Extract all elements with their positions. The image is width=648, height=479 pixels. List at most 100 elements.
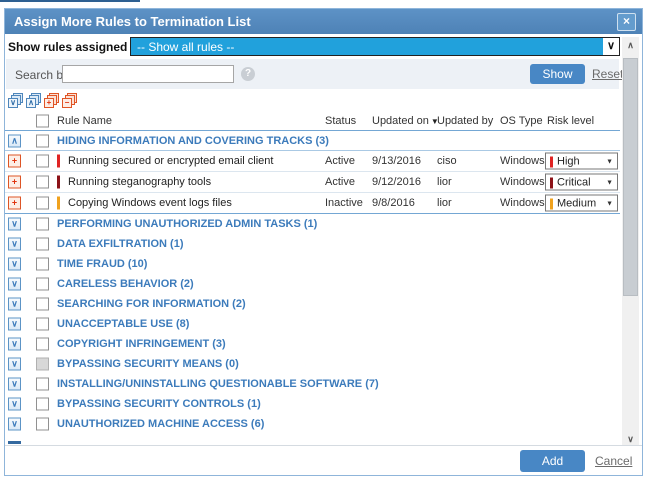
add-rule-icon[interactable]: +	[8, 196, 21, 210]
risk-indicator-bar	[57, 196, 60, 210]
show-button[interactable]: Show	[530, 64, 585, 84]
category-checkbox[interactable]	[36, 237, 49, 251]
select-all-checkbox[interactable]	[36, 114, 49, 127]
category-label[interactable]: TIME FRAUD (10)	[57, 258, 148, 270]
expand-group-icon[interactable]: ∨	[8, 397, 21, 411]
expand-group-icon[interactable]: ∨	[8, 297, 21, 311]
search-input[interactable]	[62, 65, 234, 83]
expand-group-icon[interactable]: ∨	[8, 337, 21, 351]
scroll-down-icon[interactable]: ∨	[627, 434, 634, 444]
category-checkbox[interactable]	[36, 257, 49, 271]
category-row: ∨ CARELESS BEHAVIOR (2)	[5, 274, 620, 294]
rule-rows: + Running secured or encrypted email clie…	[5, 151, 620, 214]
scrollbar-thumb[interactable]	[623, 58, 638, 296]
show-rules-dropdown-value: -- Show all rules --	[137, 39, 235, 54]
sort-descending-icon: ▼	[430, 116, 439, 126]
category-checkbox[interactable]	[36, 277, 49, 291]
risk-level-dropdown[interactable]: High ▼	[545, 152, 618, 170]
column-header-risk-level[interactable]: Risk level	[547, 114, 595, 127]
rule-checkbox[interactable]	[36, 175, 49, 189]
category-checkbox[interactable]	[36, 397, 49, 411]
column-header-updated-on[interactable]: Updated on ▼	[372, 114, 439, 127]
rule-row: + Copying Windows event logs files Inactiv…	[5, 193, 620, 214]
category-checkbox[interactable]	[36, 317, 49, 331]
expand-group-icon[interactable]: ∨	[8, 277, 21, 291]
rule-status: Active	[325, 176, 355, 188]
rules-table: Rule Name Status Updated on ▼ Updated by …	[5, 111, 620, 434]
show-rules-dropdown[interactable]: -- Show all rules -- ∨	[130, 37, 620, 56]
rule-updated-on: 9/13/2016	[372, 155, 421, 167]
close-button[interactable]: ×	[617, 12, 636, 31]
category-label[interactable]: DATA EXFILTRATION (1)	[57, 238, 184, 250]
category-checkbox[interactable]	[36, 297, 49, 311]
category-row: ∨ SEARCHING FOR INFORMATION (2)	[5, 294, 620, 314]
category-row: ∨ BYPASSING SECURITY MEANS (0)	[5, 354, 620, 374]
category-label[interactable]: PERFORMING UNAUTHORIZED ADMIN TASKS (1)	[57, 218, 318, 230]
rule-status: Active	[325, 155, 355, 167]
add-button[interactable]: Add	[520, 450, 585, 472]
rule-updated-by: lior	[437, 176, 452, 188]
category-checkbox[interactable]	[36, 417, 49, 431]
help-icon: ?	[241, 67, 255, 81]
cancel-link[interactable]: Cancel	[595, 454, 633, 468]
category-checkbox[interactable]	[36, 337, 49, 351]
category-label[interactable]: BYPASSING SECURITY MEANS (0)	[57, 358, 239, 370]
expand-group-icon[interactable]: ∨	[8, 257, 21, 271]
column-header-updated-by[interactable]: Updated by	[437, 114, 494, 127]
risk-level-dropdown[interactable]: Critical ▼	[545, 173, 618, 191]
risk-indicator-bar	[57, 154, 60, 168]
category-row: ∨ DATA EXFILTRATION (1)	[5, 234, 620, 254]
rule-os-type: Windows	[500, 197, 545, 209]
category-label[interactable]: UNACCEPTABLE USE (8)	[57, 318, 190, 330]
group-checkbox[interactable]	[36, 134, 49, 147]
category-label[interactable]: CARELESS BEHAVIOR (2)	[57, 278, 194, 290]
rule-row: + Running secured or encrypted email clie…	[5, 151, 620, 172]
category-row: ∨ BYPASSING SECURITY CONTROLS (1)	[5, 394, 620, 414]
rule-checkbox[interactable]	[36, 154, 49, 168]
search-bar: Search by: ? Show Reset	[6, 59, 623, 89]
expand-group-icon[interactable]: ∨	[8, 317, 21, 331]
scroll-up-icon[interactable]: ∧	[627, 40, 634, 50]
category-label[interactable]: BYPASSING SECURITY CONTROLS (1)	[57, 398, 261, 410]
list-toolbar: ∨ ∧ + −	[8, 93, 80, 109]
expand-group-icon[interactable]: ∨	[8, 377, 21, 391]
category-row: ∨ INSTALLING/UNINSTALLING QUESTIONABLE SO…	[5, 374, 620, 394]
rule-row: + Running steganography tools Active 9/12/2…	[5, 172, 620, 193]
rule-checkbox[interactable]	[36, 196, 49, 210]
category-label[interactable]: COPYRIGHT INFRINGEMENT (3)	[57, 338, 226, 350]
column-header-rule-name[interactable]: Rule Name	[57, 114, 113, 127]
group-label[interactable]: HIDING INFORMATION AND COVERING TRACKS (…	[57, 134, 329, 147]
chevron-down-icon[interactable]: ∨	[603, 38, 619, 55]
column-header-status[interactable]: Status	[325, 114, 357, 127]
risk-level-value: Critical	[557, 176, 591, 189]
collapse-all-icon[interactable]: ∧	[26, 93, 41, 108]
add-rule-icon[interactable]: +	[8, 154, 21, 168]
category-label[interactable]: SEARCHING FOR INFORMATION (2)	[57, 298, 246, 310]
column-header-os-type[interactable]: OS Type	[500, 114, 543, 127]
table-header-row: Rule Name Status Updated on ▼ Updated by …	[5, 111, 620, 131]
add-all-icon[interactable]: +	[44, 93, 59, 108]
add-rule-icon[interactable]: +	[8, 175, 21, 189]
risk-indicator-bar	[57, 175, 60, 189]
category-label[interactable]: UNAUTHORIZED MACHINE ACCESS (6)	[57, 418, 265, 430]
expand-group-icon[interactable]: ∨	[8, 237, 21, 251]
expand-group-icon[interactable]: ∨	[8, 217, 21, 231]
expand-group-icon[interactable]: ∨	[8, 417, 21, 431]
rule-name: Copying Windows event logs files	[68, 197, 232, 209]
category-checkbox[interactable]	[36, 217, 49, 231]
category-checkbox[interactable]	[36, 377, 49, 391]
dialog-title: Assign More Rules to Termination List	[14, 14, 251, 29]
remove-all-icon[interactable]: −	[62, 93, 77, 108]
collapse-group-icon[interactable]: ∧	[8, 134, 21, 147]
category-label[interactable]: INSTALLING/UNINSTALLING QUESTIONABLE SOF…	[57, 378, 379, 390]
chevron-down-icon: ▼	[606, 179, 613, 187]
expand-all-icon[interactable]: ∨	[8, 93, 23, 108]
expand-group-icon[interactable]: ∨	[8, 357, 21, 371]
dialog-body: Show rules assigned to -- Show all rules…	[5, 34, 642, 475]
risk-color-bar	[550, 198, 553, 210]
dialog-titlebar: Assign More Rules to Termination List ×	[5, 9, 642, 34]
reset-link[interactable]: Reset	[592, 67, 624, 81]
vertical-scrollbar[interactable]: ∧ ∨	[622, 37, 639, 448]
risk-level-dropdown[interactable]: Medium ▼	[545, 194, 618, 212]
category-rows: ∨ PERFORMING UNAUTHORIZED ADMIN TASKS (1)…	[5, 214, 620, 434]
